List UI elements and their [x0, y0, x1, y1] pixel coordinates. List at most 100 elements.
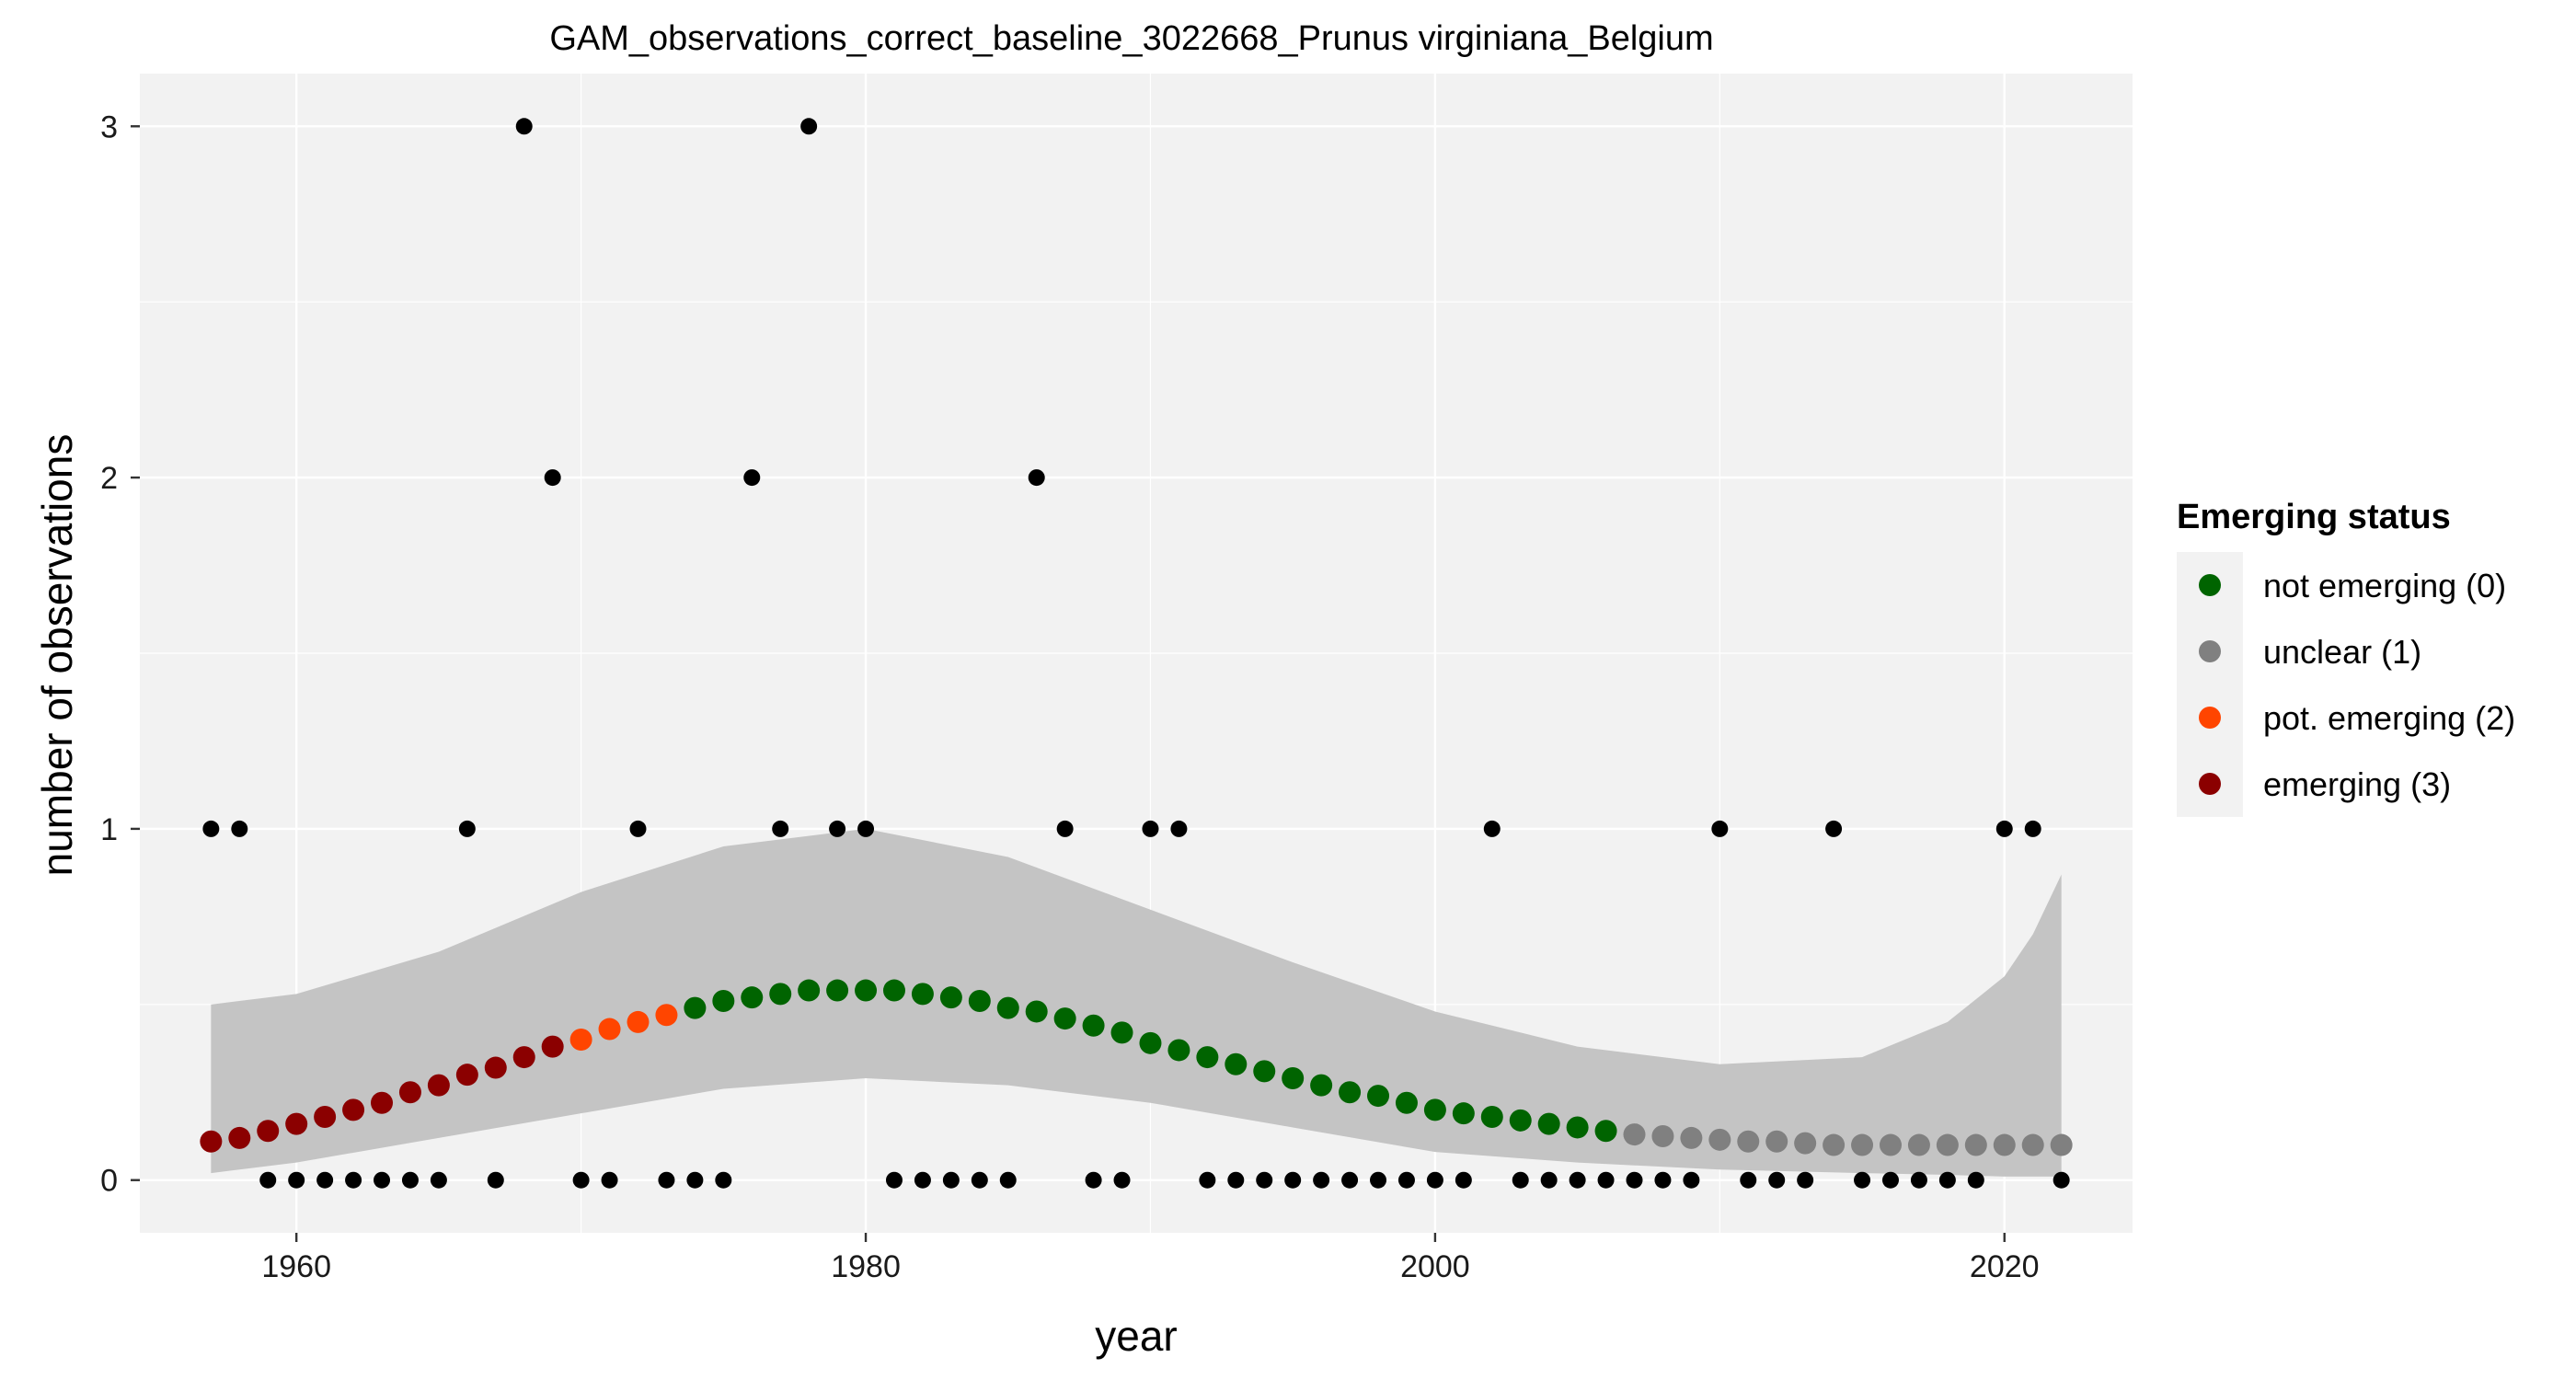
observation-points: [202, 118, 2070, 1189]
observation-point: [515, 118, 533, 135]
observation-point: [1995, 820, 2013, 837]
observation-point: [458, 820, 476, 837]
gam-fit-point: [1623, 1123, 1646, 1146]
gam-fit-point: [939, 986, 962, 1009]
legend-title: Emerging status: [2177, 498, 2451, 536]
observation-point: [1938, 1171, 1956, 1189]
observation-point: [231, 820, 248, 837]
gam-fit-point: [398, 1081, 421, 1104]
gam-fit-point: [569, 1029, 592, 1051]
y-axis-title: number of observations: [33, 434, 81, 877]
observation-point: [772, 820, 789, 837]
gam-fit-point: [2021, 1133, 2044, 1156]
gam-fit-point: [1139, 1031, 1162, 1054]
y-tick-label: 1: [100, 812, 118, 847]
observation-point: [401, 1171, 419, 1189]
observation-point: [715, 1171, 732, 1189]
gam-fit-point: [627, 1010, 650, 1033]
gam-fit-point: [1993, 1133, 2016, 1156]
observation-point: [1397, 1171, 1415, 1189]
gam-fit-point: [1310, 1074, 1333, 1097]
gam-fit-point: [1395, 1091, 1418, 1114]
observation-point: [1626, 1171, 1643, 1189]
gam-fit-point: [427, 1074, 450, 1097]
gam-fit-point: [1566, 1116, 1589, 1139]
gam-fit-point: [996, 996, 1019, 1019]
gam-fit-point: [1708, 1128, 1731, 1151]
gam-fit-point: [1680, 1126, 1703, 1149]
gam-fit-point: [371, 1091, 394, 1114]
gam-fit-point: [200, 1130, 223, 1153]
gam-fit-point: [598, 1018, 621, 1041]
gam-fit-point: [484, 1056, 507, 1079]
observation-point: [2053, 1171, 2070, 1189]
observation-point: [1881, 1171, 1899, 1189]
gam-fit-point: [1053, 1007, 1076, 1030]
observation-point: [601, 1171, 618, 1189]
gam-fit-point: [855, 979, 878, 1002]
gam-fit-point: [1851, 1133, 1874, 1156]
observation-point: [1142, 820, 1159, 837]
legend: Emerging status not emerging (0) unclear …: [2177, 498, 2515, 817]
gam-fit-point: [1082, 1014, 1105, 1037]
legend-label: emerging (3): [2263, 765, 2451, 803]
observation-point: [1740, 1171, 1757, 1189]
plot-panel: [140, 74, 2133, 1233]
gam-fit-point: [1282, 1067, 1305, 1089]
gam-fit-point: [1339, 1081, 1362, 1104]
observation-point: [1797, 1171, 1814, 1189]
observation-point: [942, 1171, 960, 1189]
observation-point: [914, 1171, 931, 1189]
observation-point: [1768, 1171, 1786, 1189]
observation-point: [1085, 1171, 1102, 1189]
legend-swatch: [2199, 773, 2221, 795]
legend-label: pot. emerging (2): [2263, 699, 2515, 737]
observation-point: [544, 469, 561, 487]
gam-fit-point: [1823, 1133, 1846, 1156]
observation-point: [829, 820, 846, 837]
observation-point: [1313, 1171, 1330, 1189]
gam-fit-point: [1964, 1133, 1987, 1156]
observation-point: [1227, 1171, 1245, 1189]
observation-point: [1199, 1171, 1216, 1189]
observation-point: [1256, 1171, 1273, 1189]
gam-fit-point: [826, 979, 849, 1002]
observation-point: [857, 820, 875, 837]
x-axis-title: year: [1095, 1312, 1177, 1360]
observation-point: [1455, 1171, 1472, 1189]
x-tick-label: 2000: [1400, 1249, 1470, 1284]
observation-point: [1370, 1171, 1387, 1189]
gam-fit-point: [342, 1098, 365, 1121]
y-tick-label: 3: [100, 109, 118, 144]
legend-label: unclear (1): [2263, 633, 2421, 671]
observation-point: [1854, 1171, 1871, 1189]
observation-point: [316, 1171, 334, 1189]
gam-fit-point: [314, 1106, 337, 1128]
observation-point: [800, 118, 818, 135]
observation-point: [1910, 1171, 1927, 1189]
gam-fit-point: [684, 996, 707, 1019]
observation-point: [629, 820, 647, 837]
chart-title: GAM_observations_correct_baseline_302266…: [549, 19, 1713, 58]
observation-point: [743, 469, 761, 487]
observation-point: [345, 1171, 362, 1189]
gam-fit-point: [1907, 1133, 1930, 1156]
observation-point: [374, 1171, 391, 1189]
gam-fit-point: [911, 983, 934, 1006]
observation-point: [1426, 1171, 1443, 1189]
gam-fit-points: [200, 979, 2073, 1156]
observation-point: [1967, 1171, 1984, 1189]
gam-fit-point: [512, 1046, 535, 1069]
y-tick-label: 2: [100, 461, 118, 496]
observation-point: [487, 1171, 504, 1189]
observation-point: [1483, 820, 1501, 837]
gam-fit-point: [1225, 1052, 1248, 1075]
observation-point: [1597, 1171, 1615, 1189]
observation-point: [1284, 1171, 1302, 1189]
gam-fit-point: [798, 979, 821, 1002]
gam-fit-point: [1423, 1098, 1446, 1121]
gam-fit-point: [1452, 1102, 1475, 1125]
gam-fit-point: [455, 1064, 478, 1087]
observation-point: [572, 1171, 590, 1189]
